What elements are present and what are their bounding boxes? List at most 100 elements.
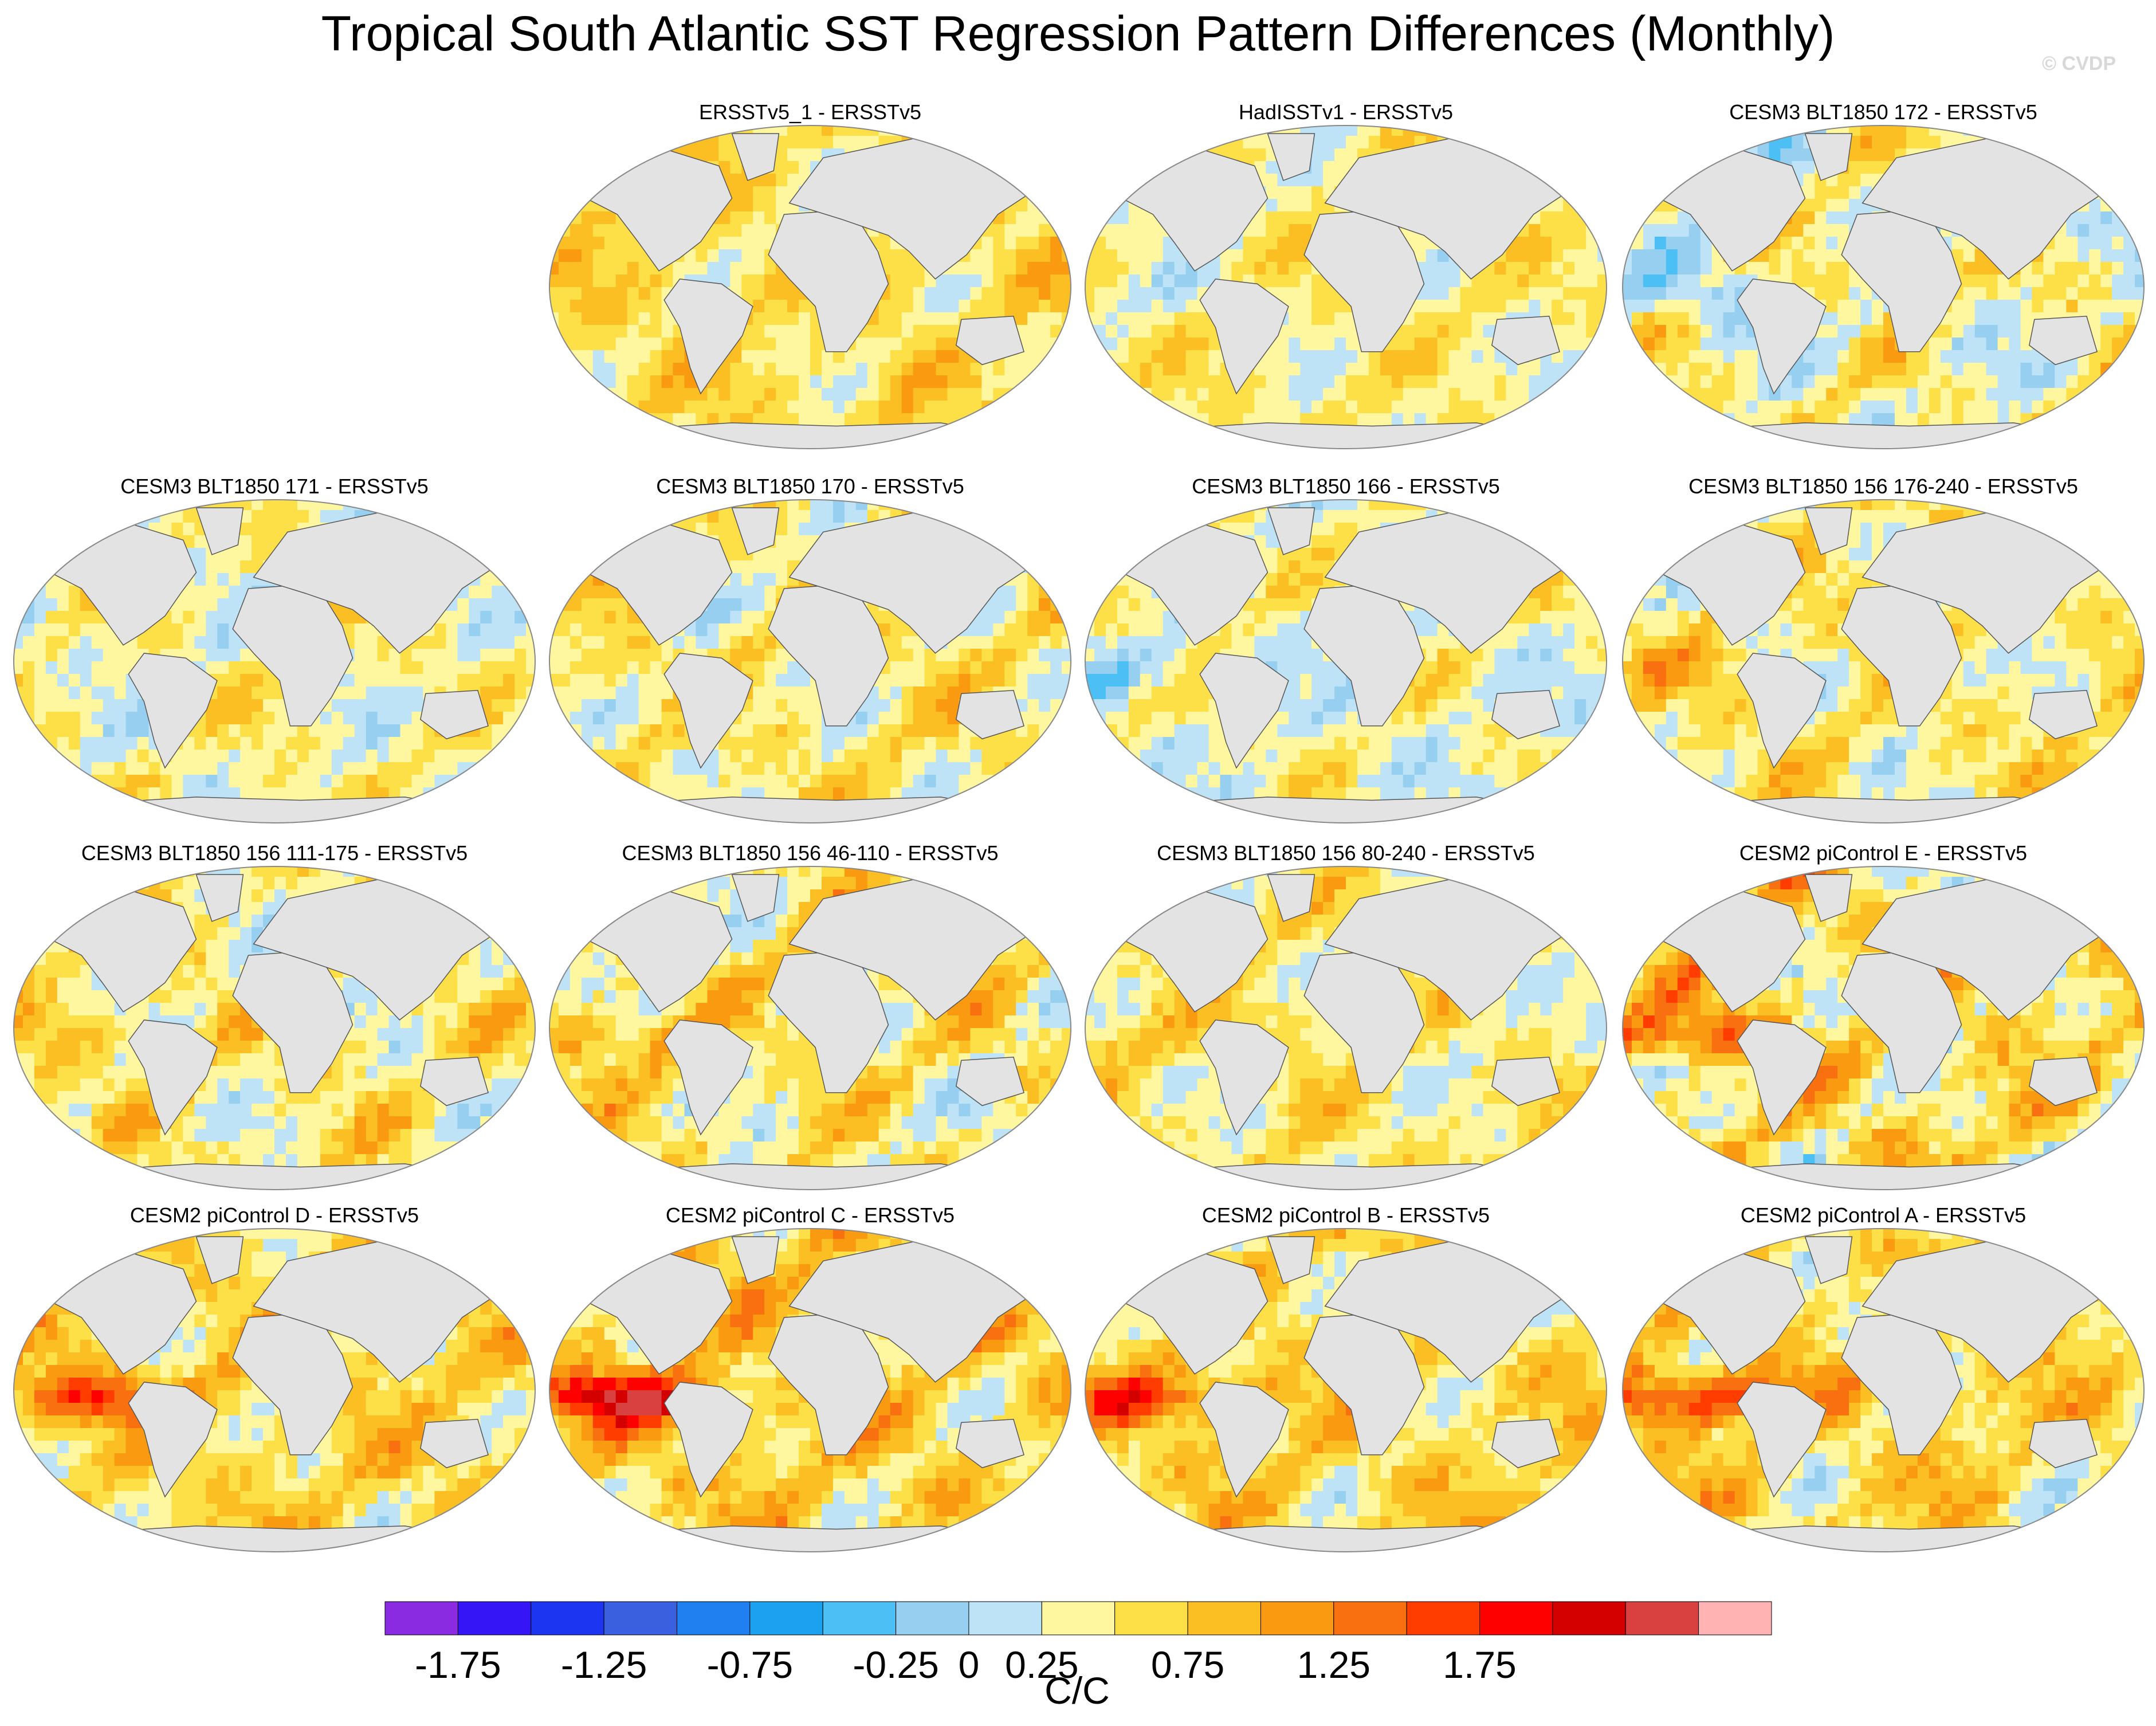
sst-cell (627, 262, 639, 275)
sst-cell (114, 750, 127, 763)
sst-cell (1540, 125, 1552, 136)
sst-cell (1174, 287, 1187, 300)
sst-cell (1016, 300, 1028, 313)
sst-cell (2112, 325, 2124, 338)
sst-cell (2032, 438, 2044, 449)
sst-cell (1688, 426, 1701, 439)
sst-cell (1231, 388, 1243, 401)
sst-cell (194, 573, 206, 586)
sst-cell (400, 724, 413, 738)
sst-cell (1688, 161, 1701, 174)
sst-cell (592, 237, 605, 250)
sst-cell (878, 350, 891, 363)
sst-cell (2009, 325, 2021, 338)
sst-cell (1062, 388, 1071, 401)
sst-cell (492, 724, 504, 738)
sst-cell (34, 750, 46, 763)
sst-cell (286, 762, 298, 775)
sst-cell (592, 438, 605, 449)
sst-cell (480, 800, 492, 813)
sst-cell (1128, 312, 1141, 325)
sst-cell (1197, 125, 1209, 136)
sst-cell (2089, 413, 2101, 426)
sst-cell (229, 548, 241, 561)
sst-cell (901, 125, 914, 136)
sst-cell (1586, 274, 1598, 288)
sst-cell (1654, 161, 1667, 174)
sst-cell (1506, 249, 1518, 262)
sst-cell (125, 762, 138, 775)
sst-cell (469, 586, 481, 599)
sst-cell (913, 388, 925, 401)
sst-cell (1105, 388, 1118, 401)
sst-cell (764, 211, 776, 225)
sst-cell (1174, 274, 1187, 288)
panel-title: HadISSTv1 - ERSSTv5 (1238, 100, 1454, 124)
sst-cell (1460, 312, 1472, 325)
sst-cell (810, 375, 822, 389)
sst-cell (1574, 325, 1586, 338)
sst-cell (1574, 438, 1586, 449)
sst-cell (936, 325, 948, 338)
sst-cell (1050, 186, 1062, 199)
sst-cell (559, 523, 571, 536)
sst-cell (2078, 287, 2090, 300)
sst-cell (1062, 274, 1071, 288)
sst-cell (1849, 174, 1861, 187)
sst-cell (1563, 363, 1575, 376)
sst-cell (1050, 237, 1062, 250)
sst-cell (2112, 312, 2124, 325)
sst-cell (604, 224, 616, 237)
sst-cell (959, 136, 971, 149)
sst-cell (1540, 300, 1552, 313)
sst-cell (2066, 249, 2078, 262)
sst-cell (1963, 249, 1976, 262)
sst-cell (434, 523, 446, 536)
sst-cell (741, 262, 753, 275)
sst-cell (206, 623, 218, 637)
sst-cell (1803, 363, 1815, 376)
sst-cell (1380, 401, 1392, 414)
sst-cell (34, 712, 46, 725)
sst-cell (1105, 237, 1118, 250)
sst-cell (1711, 426, 1724, 439)
sst-cell (592, 125, 605, 136)
sst-cell (1039, 338, 1051, 351)
sst-cell (2043, 148, 2055, 162)
sst-cell (68, 623, 81, 637)
sst-cell (1266, 401, 1278, 414)
sst-cell (2100, 186, 2112, 199)
sst-map-panel (549, 499, 1071, 823)
sst-cell (1448, 312, 1461, 325)
sst-cell (1574, 161, 1586, 174)
sst-cell (1711, 312, 1724, 325)
sst-cell (855, 350, 868, 363)
sst-cell (1632, 401, 1644, 414)
sst-cell (2123, 438, 2135, 449)
sst-cell (1425, 350, 1438, 363)
sst-cell (1085, 413, 1095, 426)
sst-cell (753, 287, 765, 300)
sst-cell (1688, 136, 1701, 149)
sst-cell (753, 186, 765, 199)
sst-cell (1643, 224, 1655, 237)
sst-cell (503, 813, 515, 823)
sst-cell (970, 426, 982, 439)
sst-cell (878, 237, 891, 250)
sst-cell (492, 737, 504, 750)
sst-cell (1711, 325, 1724, 338)
sst-cell (217, 674, 229, 687)
sst-cell (515, 762, 527, 775)
sst-cell (1837, 350, 1849, 363)
sst-cell (366, 737, 378, 750)
sst-cell (1986, 300, 1998, 313)
sst-cell (480, 813, 492, 823)
sst-cell (1517, 438, 1529, 449)
sst-cell (1723, 325, 1735, 338)
sst-cell (627, 413, 639, 426)
sst-cell (1623, 224, 1632, 237)
sst-cell (753, 363, 765, 376)
sst-cell (1563, 274, 1575, 288)
sst-cell (581, 510, 594, 523)
sst-cell (2009, 438, 2021, 449)
